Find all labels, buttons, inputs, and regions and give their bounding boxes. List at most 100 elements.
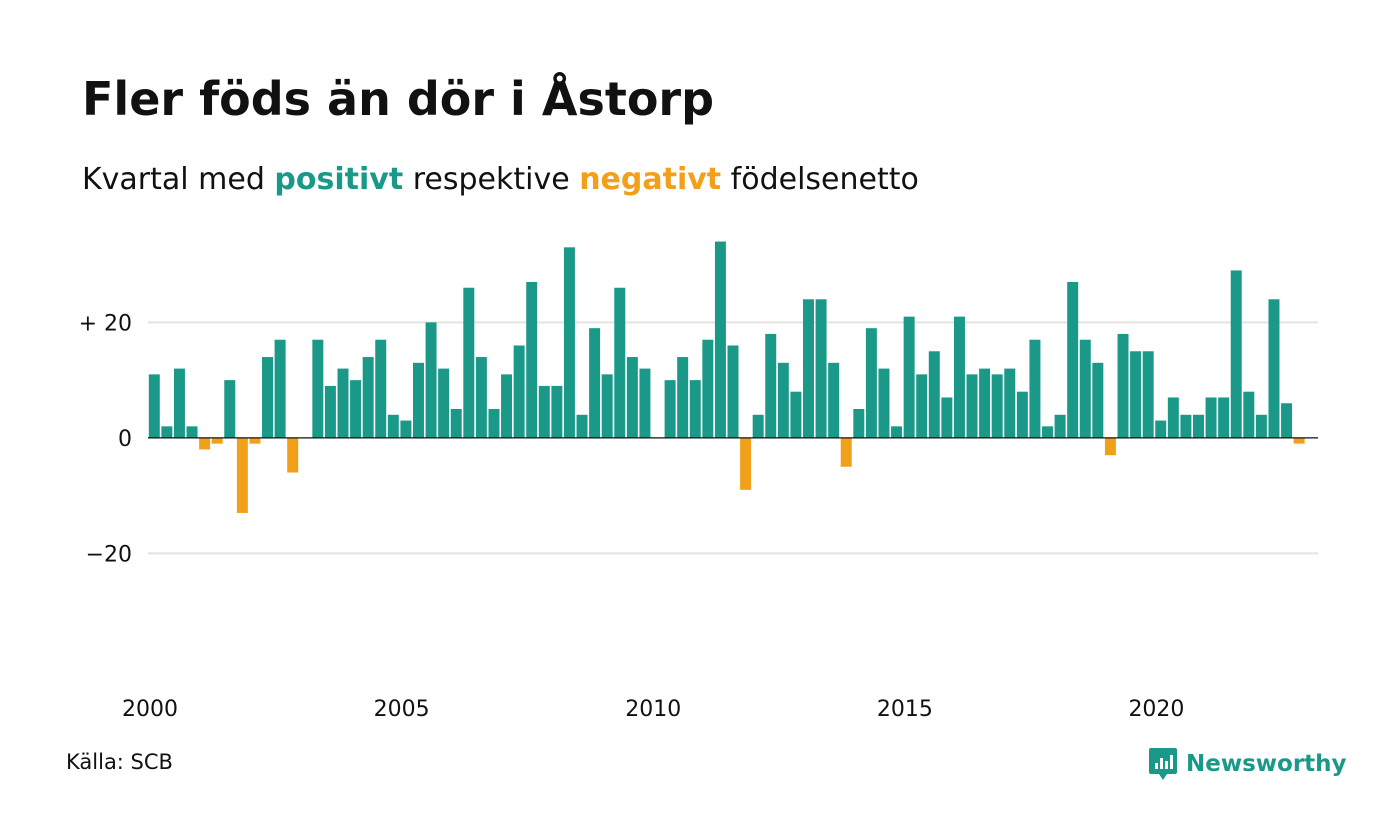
bar [677,357,689,438]
bar [438,368,450,438]
bar [211,437,223,444]
source-note: Källa: SCB [66,750,173,774]
bar [752,414,764,438]
bar [626,357,638,438]
bar [941,397,953,438]
y-tick-label: + 20 [79,311,132,336]
bar [727,345,739,438]
bar [589,328,601,438]
bar [199,437,211,450]
bar [916,374,928,438]
grid-lines [148,321,1318,555]
bar [853,409,865,438]
bar [903,316,915,438]
bar [475,357,487,438]
subtitle-positive-word: positivt [274,162,404,197]
bar [538,385,550,438]
bar [1230,270,1242,438]
bar [186,426,198,438]
y-tick-label: 0 [118,427,132,452]
bar [287,437,299,473]
bar [1117,333,1129,438]
bar [236,437,248,513]
bar [488,409,500,438]
bar [765,333,777,438]
bar [953,316,965,438]
subtitle-suffix: födelsenetto [721,162,919,197]
bar [689,380,701,438]
brand-logo: Newsworthy [1148,744,1347,784]
bar [463,287,475,438]
bar [802,299,814,438]
chart-title: Fler föds än dör i Åstorp [82,72,715,126]
bar [324,385,336,438]
bar [1067,281,1079,438]
bar [815,299,827,438]
x-tick-label: 2000 [122,697,178,722]
bar [274,339,286,438]
bar [1004,368,1016,438]
bar [1180,414,1192,438]
bar [840,437,852,467]
subtitle-negative-word: negativt [579,162,722,197]
bar [1192,414,1204,438]
bar [891,426,903,438]
bar [148,374,160,438]
bar [1054,414,1066,438]
bar [714,241,726,438]
bar [1092,362,1104,438]
bar [1104,437,1116,456]
bar [450,409,462,438]
bar [966,374,978,438]
bar [576,414,588,438]
subtitle-middle: respektive [403,162,580,197]
bar [740,437,752,490]
subtitle-prefix: Kvartal med [82,162,275,197]
brand-name: Newsworthy [1186,751,1347,777]
x-tick-label: 2010 [625,697,681,722]
x-tick-label: 2005 [374,697,430,722]
bar [1243,391,1255,438]
bar [551,385,563,438]
bars [148,241,1305,513]
bar [702,339,714,438]
bar [161,426,173,438]
bar [790,391,802,438]
bar [1016,391,1028,438]
axes: + 20 0 −20 2000 2005 2010 2015 2020 [79,311,1318,722]
bar [639,368,651,438]
bar [501,374,513,438]
bar [1167,397,1179,438]
bar [224,380,236,438]
bar [1042,426,1054,438]
bar [1268,299,1280,438]
chart-subtitle: Kvartal med positivt respektive negativt… [82,162,919,197]
bar [1155,420,1167,438]
x-tick-label: 2020 [1128,697,1184,722]
bar [1029,339,1041,438]
bar [1218,397,1230,438]
bar [979,368,991,438]
bar [865,328,877,438]
bar [1255,414,1267,438]
bar-chart: + 20 0 −20 2000 2005 2010 2015 2020 [79,241,1318,722]
bar [249,437,261,444]
bar [412,362,424,438]
bar [1281,403,1293,438]
x-tick-label: 2015 [877,697,933,722]
bar [526,281,538,438]
bar [387,414,399,438]
bar [375,339,387,438]
bar [664,380,676,438]
bar [262,357,274,438]
y-tick-label: −20 [86,542,132,567]
newsworthy-logo-icon [1149,748,1177,780]
bar [614,287,626,438]
bar [312,339,324,438]
bar [777,362,789,438]
bar [601,374,613,438]
bar [362,357,374,438]
bar [425,322,437,438]
bar [878,368,890,438]
bar [991,374,1003,438]
